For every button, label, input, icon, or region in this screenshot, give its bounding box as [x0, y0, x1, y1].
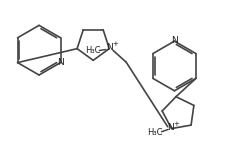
Text: +: + — [113, 41, 118, 47]
Text: N: N — [107, 43, 113, 52]
Text: H₃C: H₃C — [148, 128, 163, 137]
Text: H₃C: H₃C — [85, 46, 101, 55]
Text: +: + — [173, 121, 179, 127]
Text: N: N — [168, 123, 174, 132]
Text: N: N — [171, 36, 178, 45]
Text: N: N — [57, 58, 64, 67]
